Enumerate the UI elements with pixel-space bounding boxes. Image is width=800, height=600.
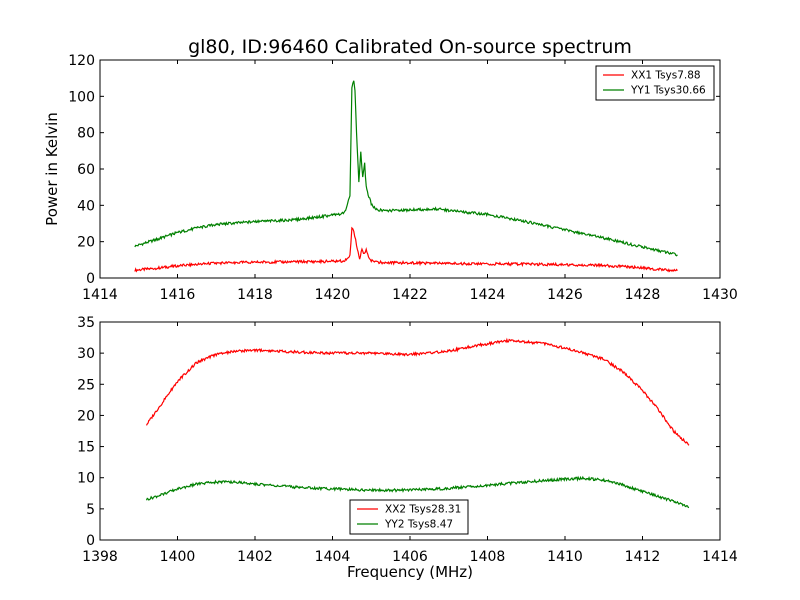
x-tick-label: 1400 <box>160 549 196 565</box>
y-tick-label: 0 <box>86 533 95 549</box>
y-tick-label: 10 <box>77 471 95 487</box>
legend-entry: XX2 Tsys28.31 <box>385 504 461 516</box>
y-tick-label: 0 <box>86 271 95 287</box>
x-tick-label: 1428 <box>625 287 661 303</box>
legend-entry: YY2 Tsys8.47 <box>384 519 453 531</box>
y-tick-label: 5 <box>86 502 95 518</box>
legend: XX1 Tsys7.88 YY1 Tsys30.66 <box>595 65 715 101</box>
figure-title: gl80, ID:96460 Calibrated On-source spec… <box>188 36 632 58</box>
x-tick-label: 1422 <box>392 287 428 303</box>
x-axis-label: Frequency (MHz) <box>347 563 473 581</box>
x-tick-label: 1418 <box>237 287 273 303</box>
x-tick-label: 1414 <box>702 549 738 565</box>
x-tick-label: 1398 <box>82 549 118 565</box>
x-tick-label: 1404 <box>315 549 351 565</box>
y-tick-label: 80 <box>77 126 95 142</box>
x-tick-label: 1424 <box>470 287 506 303</box>
y-tick-label: 35 <box>77 315 95 331</box>
series-line-1 <box>134 226 678 273</box>
y-tick-label: 20 <box>77 408 95 424</box>
x-tick-label: 1406 <box>392 549 428 565</box>
x-tick-label: 1416 <box>160 287 196 303</box>
y-tick-label: 30 <box>77 346 95 362</box>
y-axis-label: Power in Kelvin <box>43 112 61 226</box>
x-tick-label: 1420 <box>315 287 351 303</box>
x-tick-label: 1412 <box>625 549 661 565</box>
y-tick-label: 15 <box>77 440 95 456</box>
y-tick-label: 120 <box>68 53 95 69</box>
x-tick-label: 1408 <box>470 549 506 565</box>
x-tick-label: 1414 <box>82 287 118 303</box>
legend-entry: XX1 Tsys7.88 <box>631 70 701 82</box>
series-line-2 <box>145 475 690 509</box>
legend-box <box>349 499 469 535</box>
x-tick-label: 1402 <box>237 549 273 565</box>
y-tick-label: 40 <box>77 198 95 214</box>
top-plot: 1414 1416 1418 1420 1422 1424 1426 1428 1430 0 20 4… <box>43 53 738 303</box>
y-tick-label: 100 <box>68 89 95 105</box>
y-tick-label: 60 <box>77 162 95 178</box>
y-tick-label: 20 <box>77 235 95 251</box>
y-tick-label: 25 <box>77 377 95 393</box>
legend: XX2 Tsys28.31 YY2 Tsys8.47 <box>349 499 469 535</box>
x-tick-label: 1426 <box>547 287 583 303</box>
bottom-plot: 1398 1400 1402 1404 1406 1408 1410 1412 1414 0 5 10… <box>77 315 738 581</box>
series-line-2 <box>134 80 678 257</box>
legend-box <box>595 65 715 101</box>
legend-entry: YY1 Tsys30.66 <box>630 85 706 97</box>
series-line-1 <box>145 337 690 446</box>
x-tick-label: 1430 <box>702 287 738 303</box>
x-tick-label: 1410 <box>547 549 583 565</box>
